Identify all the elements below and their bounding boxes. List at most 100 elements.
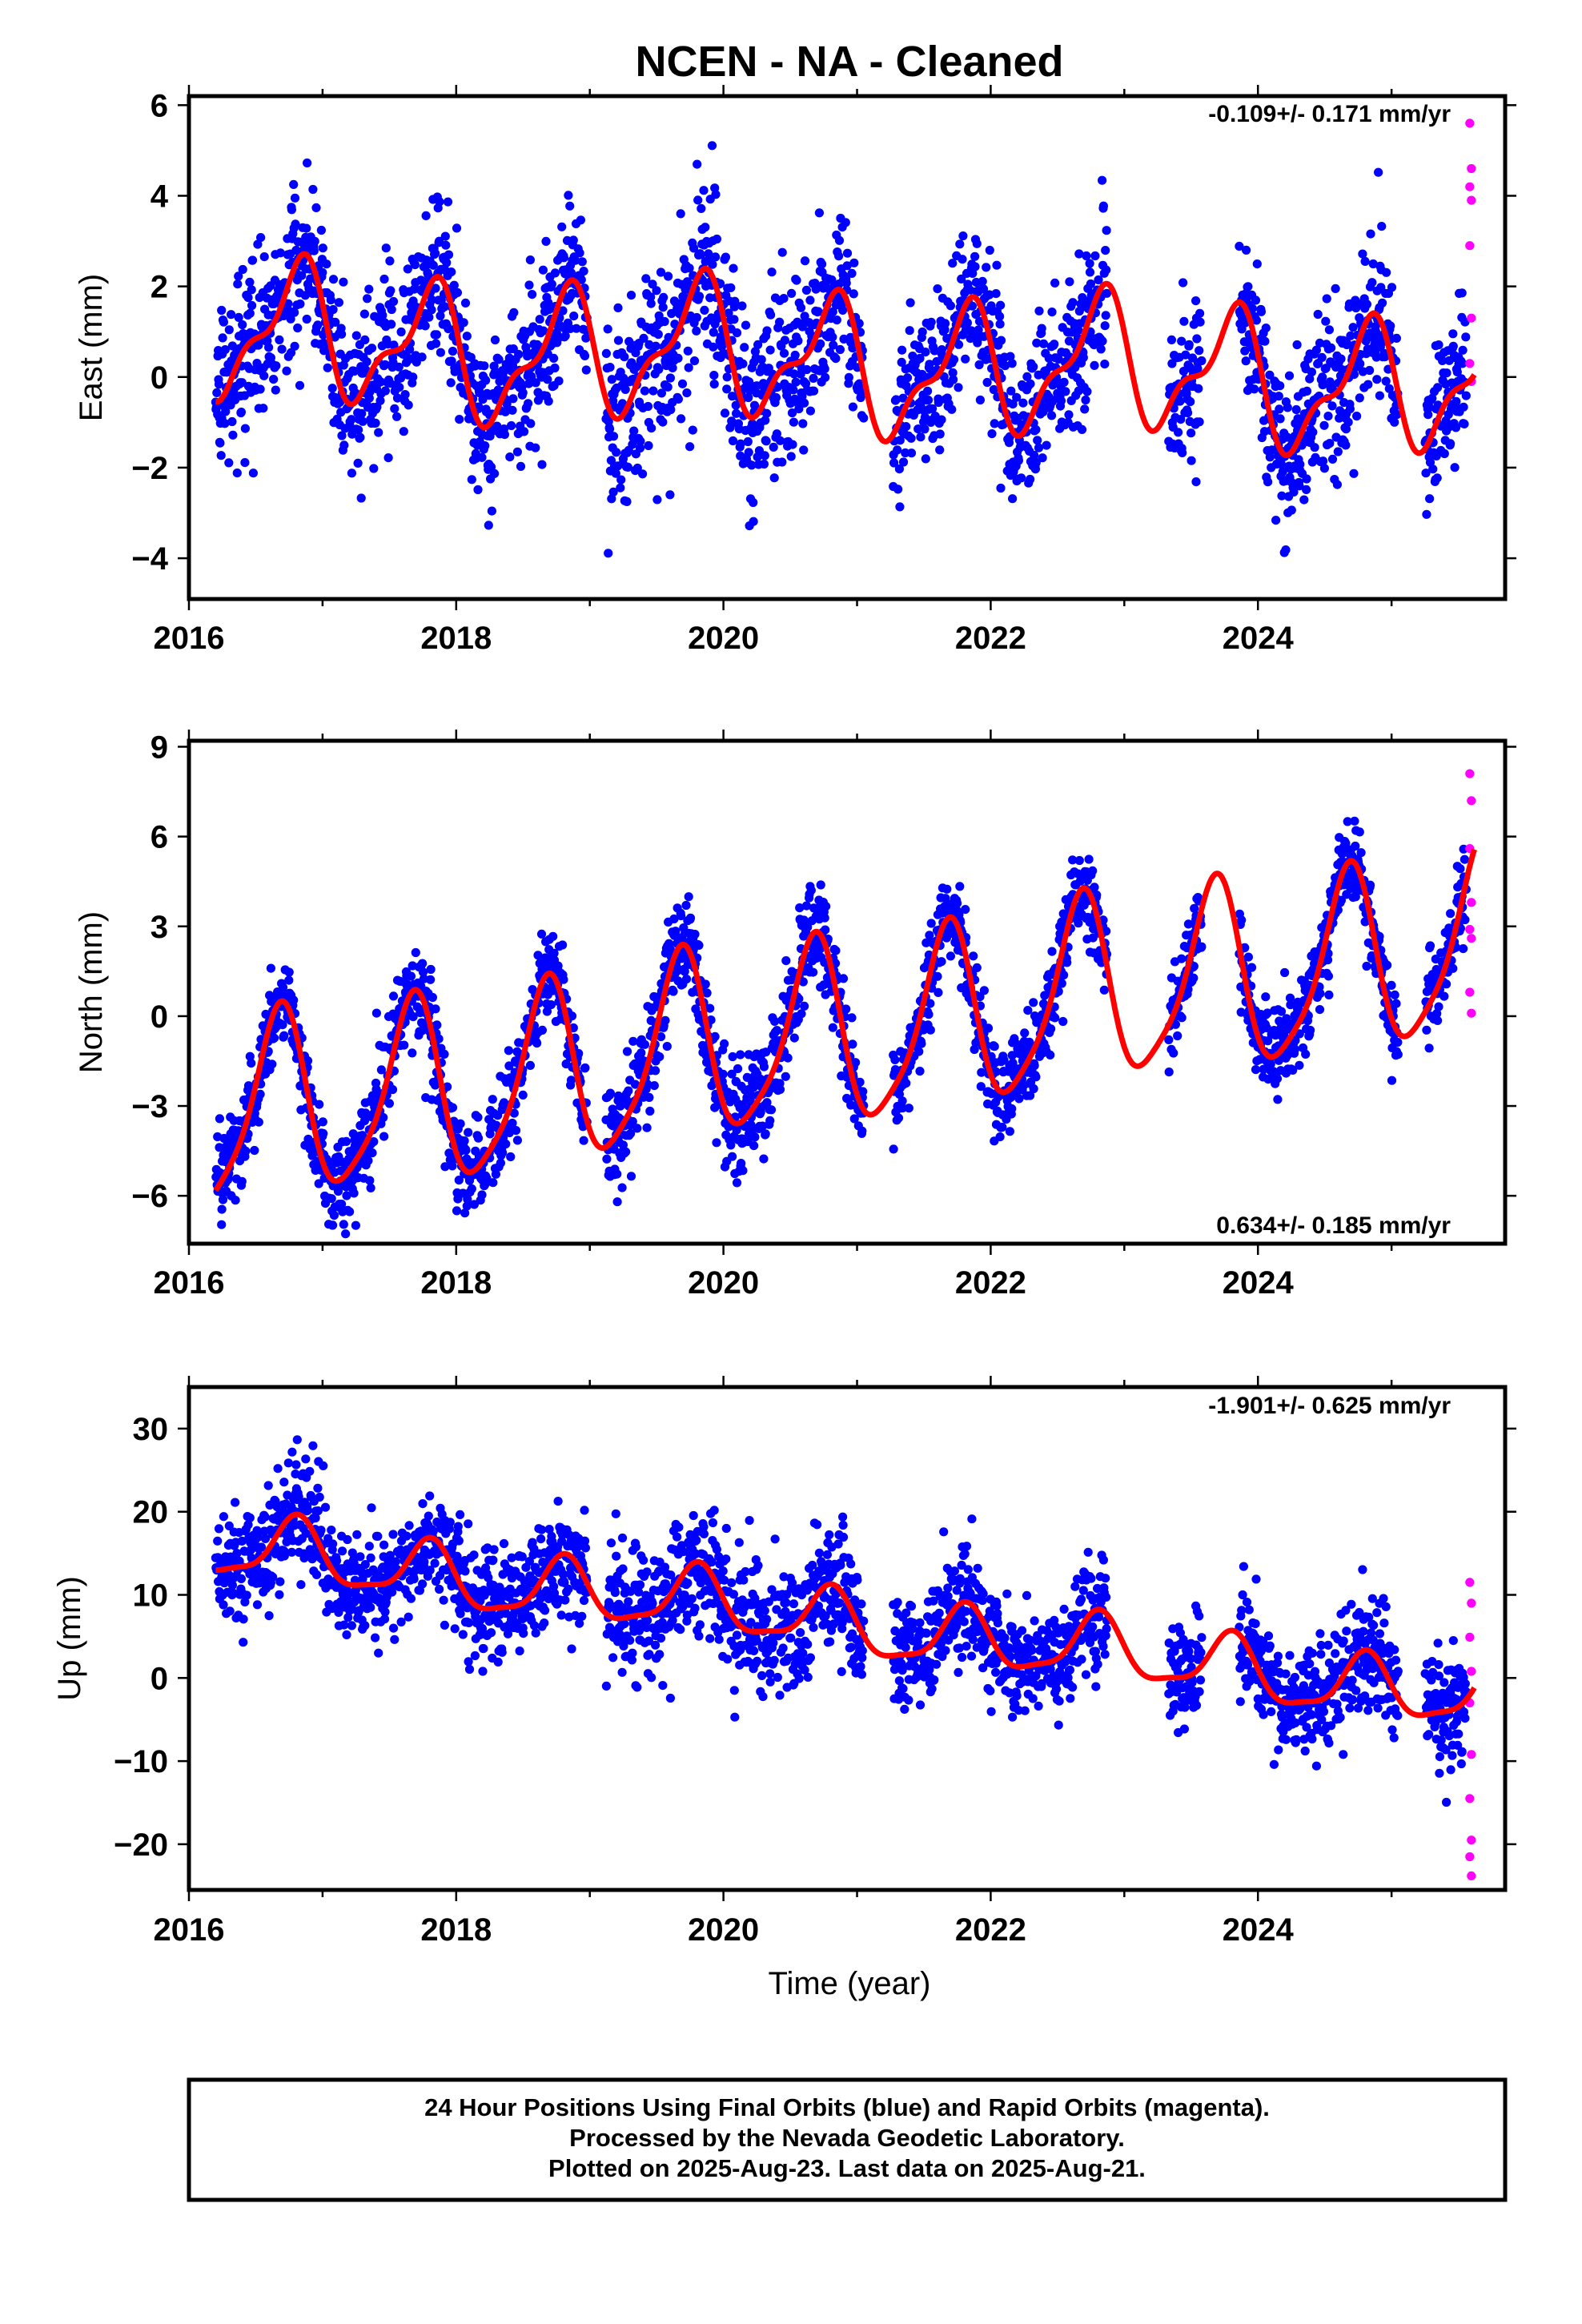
east-final-point [760,451,769,460]
east-final-point [648,279,657,289]
east-final-point [524,379,534,388]
north-final-point [237,1176,247,1186]
east-final-point [1331,283,1340,293]
north-final-point [1273,1095,1283,1104]
east-final-point [1363,380,1373,389]
north-final-point [217,1204,227,1214]
east-final-point [676,209,685,219]
east-final-point [518,388,528,397]
east-final-point [1323,412,1333,421]
east-final-point [1390,417,1399,427]
x-tick-label: 2018 [420,621,492,656]
north-final-point [858,1087,868,1096]
east-final-point [646,292,656,302]
east-final-point [512,447,523,456]
east-final-point [991,289,1001,299]
north-final-point [712,1138,721,1148]
east-final-point [1289,487,1299,497]
east-final-point [1235,241,1244,251]
east-final-point [383,453,393,463]
east-final-point [1008,400,1018,409]
east-final-point [1438,356,1447,365]
north-final-point [1029,1084,1038,1094]
east-final-point [652,495,662,505]
east-final-point [897,345,907,355]
east-final-point [809,373,818,383]
east-final-point [308,184,318,195]
east-final-point [1358,249,1367,259]
north-final-point [775,1084,785,1094]
east-final-point [1380,352,1390,362]
north-final-point [1170,1019,1180,1029]
east-final-point [311,203,321,212]
east-final-point [490,468,500,479]
east-final-point [762,408,772,418]
east-final-point [834,235,845,245]
east-final-point [537,460,547,469]
east-final-point [682,388,692,398]
north-final-point [983,1023,994,1033]
east-final-point [1433,383,1443,392]
east-final-point [1376,283,1386,292]
east-final-point [616,475,626,485]
east-final-point [685,263,694,273]
east-final-point [577,257,587,267]
north-final-point [365,1176,375,1185]
east-final-point [747,460,757,470]
east-final-point [709,371,719,380]
east-final-point [617,399,628,408]
east-final-point [1366,229,1375,239]
east-final-point [337,431,347,440]
east-final-point [212,388,222,397]
east-final-point [1050,340,1059,349]
east-final-point [798,419,808,428]
east-final-point [779,294,789,304]
y-tick-label: 4 [151,179,169,214]
north-final-point [728,1051,737,1062]
north-final-point [1266,1059,1275,1069]
north-final-point [453,1194,463,1204]
east-final-point [363,294,372,304]
east-final-point [387,320,396,329]
east-final-point [550,268,560,278]
east-final-point [1050,278,1060,287]
east-final-point [1102,288,1112,298]
north-final-point [371,1008,381,1018]
east-final-point [811,284,821,294]
east-final-point [772,429,782,439]
east-final-point [921,454,930,464]
east-final-point [1166,335,1176,344]
north-final-point [662,1042,672,1051]
east-final-point [1251,296,1261,305]
east-final-point [982,377,992,388]
east-final-point [1352,412,1362,421]
east-rapid-point [1465,119,1475,128]
east-final-point [1101,246,1110,255]
east-final-point [375,396,385,405]
east-final-point [941,319,950,328]
east-final-point [1423,410,1433,420]
east-final-point [232,468,242,478]
north-final-point [327,1194,336,1204]
north-final-point [1173,1031,1182,1041]
east-final-point [958,231,968,241]
east-final-point [1457,288,1467,298]
north-final-point [1285,993,1295,1003]
north-final-point [319,1128,328,1138]
east-final-point [1432,473,1442,483]
north-final-point [342,1191,351,1200]
east-final-point [1422,509,1431,519]
north-final-point [1286,1000,1295,1010]
east-final-point [1026,379,1035,388]
east-final-point [893,445,902,455]
east-final-point [831,354,841,364]
east-final-point [658,417,668,427]
north-final-point [800,1001,809,1011]
east-final-point [564,191,573,200]
east-final-point [629,426,639,436]
north-final-point [1189,962,1199,971]
north-final-point [612,1169,622,1179]
east-final-point [1178,278,1188,287]
east-final-point [949,355,959,364]
east-final-point [777,457,787,467]
